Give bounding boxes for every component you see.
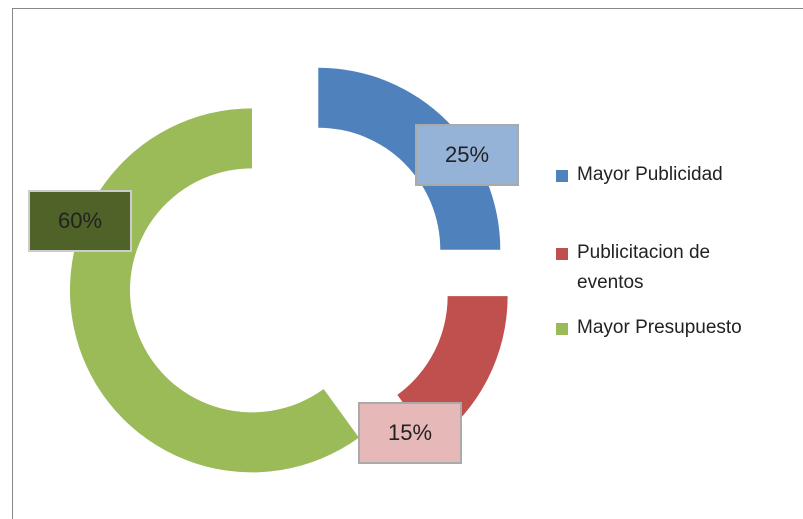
legend-label: Mayor Presupuesto	[577, 317, 742, 338]
data-label: 15%	[358, 402, 462, 464]
data-label: 25%	[415, 124, 519, 186]
legend-label: Mayor Publicidad	[577, 164, 723, 185]
legend-swatch	[556, 170, 568, 182]
legend-label: Publicitacion de eventos	[577, 242, 711, 293]
chart-frame	[12, 8, 803, 519]
data-label: 60%	[28, 190, 132, 252]
doughnut-segment	[69, 108, 359, 473]
doughnut-segment	[318, 67, 501, 250]
legend-swatch	[556, 248, 568, 260]
legend-swatch	[556, 323, 568, 335]
